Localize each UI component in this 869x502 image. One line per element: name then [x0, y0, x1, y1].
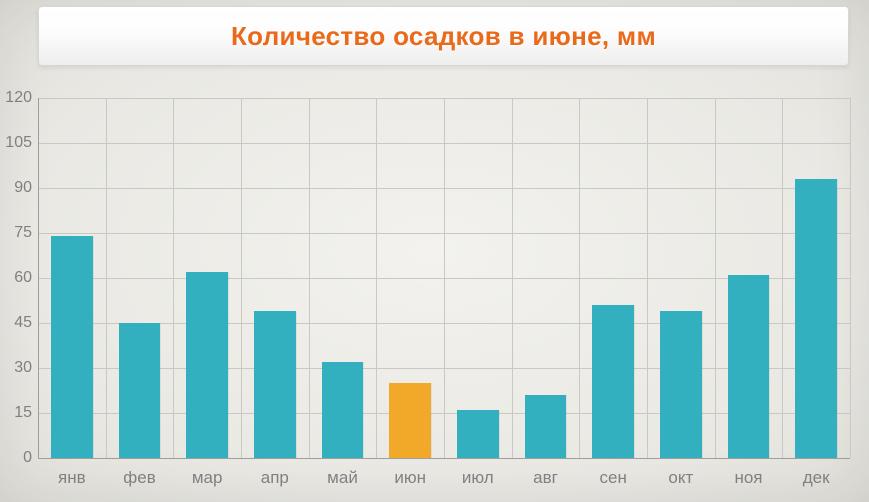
bar-highlight — [389, 383, 431, 458]
x-tick-label: дек — [803, 468, 830, 488]
y-tick-label: 90 — [0, 179, 32, 197]
y-tick-label: 105 — [0, 134, 32, 152]
gridline-v — [309, 98, 310, 458]
gridline-v — [782, 98, 783, 458]
y-tick-label: 0 — [0, 449, 32, 467]
bar — [254, 311, 296, 458]
x-tick-label: фев — [123, 468, 155, 488]
bar — [525, 395, 567, 458]
gridline-v — [579, 98, 580, 458]
bar — [322, 362, 364, 458]
y-tick-label: 75 — [0, 224, 32, 242]
bar — [119, 323, 161, 458]
y-tick-label: 30 — [0, 359, 32, 377]
y-tick-label: 120 — [0, 89, 32, 107]
chart-title: Количество осадков в июне, мм — [231, 21, 656, 52]
gridline-v — [444, 98, 445, 458]
y-tick-label: 15 — [0, 404, 32, 422]
bar — [728, 275, 770, 458]
bar — [660, 311, 702, 458]
chart-frame: Количество осадков в июне, мм 0153045607… — [0, 0, 869, 502]
x-tick-label: май — [327, 468, 358, 488]
bar — [457, 410, 499, 458]
x-tick-label: апр — [261, 468, 289, 488]
x-tick-label: мар — [192, 468, 223, 488]
gridline-v — [850, 98, 851, 458]
y-tick-label: 60 — [0, 269, 32, 287]
gridline-v — [376, 98, 377, 458]
gridline-v — [715, 98, 716, 458]
chart-plot-area: 0153045607590105120янвфевмарапрмайиюниюл… — [38, 98, 850, 458]
gridline-v — [241, 98, 242, 458]
bar — [795, 179, 837, 458]
x-axis — [38, 458, 850, 459]
y-tick-label: 45 — [0, 314, 32, 332]
chart-title-bar: Количество осадков в июне, мм — [38, 6, 849, 66]
bar — [186, 272, 228, 458]
gridline-v — [173, 98, 174, 458]
bar — [592, 305, 634, 458]
bar — [51, 236, 93, 458]
x-tick-label: ноя — [734, 468, 762, 488]
gridline-v — [647, 98, 648, 458]
x-tick-label: сен — [599, 468, 626, 488]
y-axis — [38, 98, 39, 458]
gridline-v — [512, 98, 513, 458]
x-tick-label: июл — [462, 468, 494, 488]
gridline-v — [106, 98, 107, 458]
x-tick-label: янв — [58, 468, 86, 488]
x-tick-label: авг — [533, 468, 558, 488]
x-tick-label: окт — [668, 468, 693, 488]
x-tick-label: июн — [394, 468, 426, 488]
